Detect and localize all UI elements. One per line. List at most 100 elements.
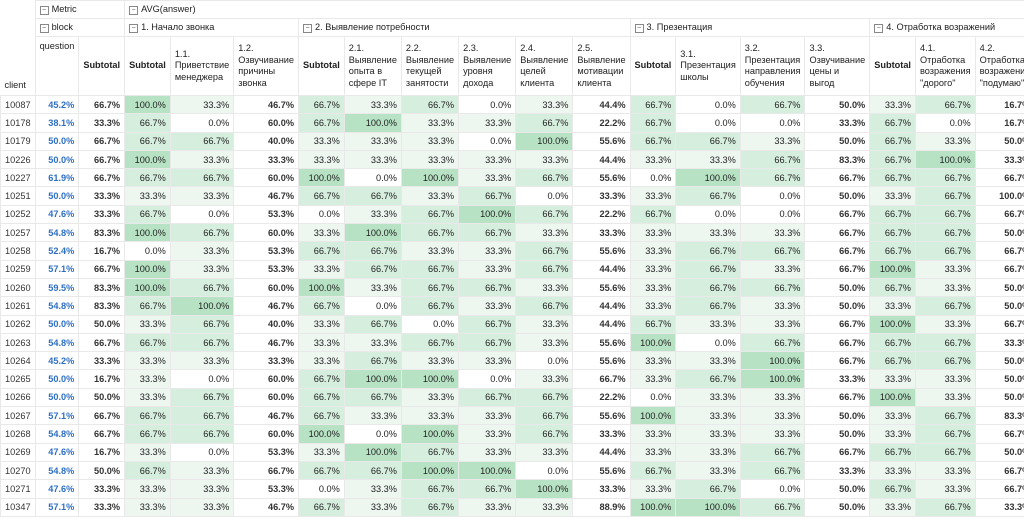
- table-row[interactable]: 10251 50.0% 33.3% 33.3% 33.3% 46.7% 66.7% 66.7%…: [0, 186, 1024, 206]
- table-row[interactable]: 10270 54.8% 50.0% 66.7% 33.3% 66.7% 66.7% 66.7%…: [0, 460, 1024, 481]
- table-row[interactable]: 10261 54.8% 83.3% 66.7% 100.0% 46.7% 66.7% 0.0%…: [0, 296, 1024, 316]
- client-id: 10265: [0, 369, 36, 389]
- value-cell: 66.7%: [869, 204, 916, 225]
- grand-subtotal-cell: 50.0%: [34, 369, 80, 389]
- value-cell: 100.0%: [124, 149, 171, 170]
- value-cell: 0.0%: [739, 113, 806, 133]
- value-cell: 33.3%: [739, 387, 806, 408]
- value-cell: 0.0%: [675, 113, 741, 133]
- block-subtotal-cell: 50.0%: [804, 94, 871, 115]
- client-id: 10266: [0, 387, 36, 408]
- block-subtotal-cell: 66.7%: [974, 314, 1024, 334]
- collapse-icon[interactable]: −: [303, 23, 313, 33]
- value-cell: 100.0%: [869, 387, 916, 408]
- value-cell: 0.0%: [629, 387, 677, 408]
- value-cell: 33.3%: [458, 497, 517, 517]
- value-cell: 0.0%: [675, 94, 741, 115]
- value-cell: 0.0%: [124, 241, 171, 261]
- table-row[interactable]: 10266 50.0% 50.0% 33.3% 66.7% 60.0% 66.7% 66.7%…: [0, 387, 1024, 408]
- table-row[interactable]: 10347 57.1% 33.3% 33.3% 33.3% 46.7% 66.7% 33.3%…: [0, 497, 1024, 517]
- block-subtotal-cell: 60.0%: [233, 387, 300, 408]
- value-cell: 100.0%: [343, 442, 402, 462]
- value-cell: 0.0%: [458, 131, 517, 151]
- value-cell: 33.3%: [124, 497, 171, 517]
- grand-subtotal-cell: 50.0%: [34, 131, 80, 151]
- value-cell: 33.3%: [914, 387, 976, 408]
- grand-subtotal-cell: 52.4%: [34, 241, 80, 261]
- collapse-icon[interactable]: −: [129, 5, 139, 15]
- collapse-icon[interactable]: −: [634, 23, 644, 33]
- client-id: 10179: [0, 131, 36, 151]
- value-cell: 33.3%: [869, 406, 916, 426]
- value-cell: 66.7%: [515, 241, 574, 261]
- table-row[interactable]: 10227 61.9% 66.7% 66.7% 66.7% 60.0% 100.0% 0.0%…: [0, 168, 1024, 188]
- block-subtotal-cell: 46.7%: [233, 497, 300, 517]
- grand-subtotal-cell: 47.6%: [34, 442, 80, 462]
- table-row[interactable]: 10263 54.8% 66.7% 66.7% 66.7% 46.7% 33.3% 33.3%…: [0, 332, 1024, 353]
- collapse-icon[interactable]: −: [39, 5, 49, 15]
- block-subtotal-cell: 33.3%: [233, 149, 300, 170]
- value-cell: 66.7%: [869, 442, 916, 462]
- metric-header[interactable]: − Metric: [34, 0, 126, 19]
- table-row[interactable]: 10269 47.6% 16.7% 33.3% 0.0% 53.3% 33.3% 100.0%…: [0, 442, 1024, 462]
- value-cell: 100.0%: [400, 168, 460, 188]
- block-subtotal-cell: 55.6%: [572, 168, 631, 188]
- table-row[interactable]: 10257 54.8% 83.3% 100.0% 66.7% 60.0% 33.3% 100.…: [0, 223, 1024, 243]
- block-header[interactable]: −3. Презентация: [629, 18, 871, 37]
- collapse-icon[interactable]: −: [129, 23, 139, 33]
- value-cell: 66.7%: [298, 460, 345, 481]
- value-cell: 33.3%: [458, 168, 517, 188]
- row-label-block[interactable]: − block: [34, 18, 126, 37]
- value-cell: 33.3%: [629, 149, 677, 170]
- block-header[interactable]: −4. Отработка возражений: [869, 18, 1024, 37]
- block-subtotal-cell: 33.3%: [974, 497, 1024, 517]
- table-row[interactable]: 10265 50.0% 16.7% 33.3% 0.0% 60.0% 66.7% 100.0%…: [0, 369, 1024, 389]
- block-subtotal-cell: 60.0%: [233, 424, 300, 444]
- block-subtotal-cell: 44.4%: [572, 94, 631, 115]
- block-subtotal-cell: 46.7%: [233, 296, 300, 316]
- table-row[interactable]: 10226 50.0% 66.7% 100.0% 33.3% 33.3% 33.3% 33.3…: [0, 149, 1024, 170]
- table-row[interactable]: 10267 57.1% 66.7% 66.7% 66.7% 46.7% 66.7% 33.3%…: [0, 406, 1024, 426]
- table-row[interactable]: 10271 47.6% 33.3% 33.3% 33.3% 53.3% 0.0% 33.3% 6…: [0, 479, 1024, 499]
- value-cell: 66.7%: [298, 296, 345, 316]
- value-cell: 0.0%: [343, 168, 402, 188]
- block-subtotal-cell: 33.3%: [78, 351, 126, 371]
- table-row[interactable]: 10264 45.2% 33.3% 33.3% 33.3% 33.3% 33.3% 66.7%…: [0, 351, 1024, 371]
- grand-subtotal-cell: 47.6%: [34, 204, 80, 225]
- table-row[interactable]: 10260 59.5% 83.3% 100.0% 66.7% 60.0% 100.0% 33.…: [0, 277, 1024, 298]
- table-row[interactable]: 10268 54.8% 66.7% 66.7% 66.7% 60.0% 100.0% 0.0%…: [0, 424, 1024, 444]
- value-cell: 33.3%: [458, 296, 517, 316]
- client-id: 10087: [0, 94, 36, 115]
- collapse-icon[interactable]: −: [874, 23, 884, 33]
- value-cell: 66.7%: [458, 314, 517, 334]
- client-id: 10251: [0, 186, 36, 206]
- value-cell: 33.3%: [675, 406, 741, 426]
- table-row[interactable]: 10252 47.6% 33.3% 66.7% 0.0% 53.3% 0.0% 33.3% 66…: [0, 204, 1024, 225]
- table-row[interactable]: 10179 50.0% 66.7% 66.7% 66.7% 40.0% 33.3% 33.3%…: [0, 131, 1024, 151]
- block-subtotal-cell: 22.2%: [572, 113, 631, 133]
- grand-subtotal-cell: 57.1%: [34, 497, 80, 517]
- value-cell: 0.0%: [739, 479, 806, 499]
- collapse-icon[interactable]: −: [39, 23, 49, 33]
- metric-value-header[interactable]: − AVG(answer): [124, 0, 1024, 19]
- value-cell: 100.0%: [515, 479, 574, 499]
- table-row[interactable]: 10087 45.2% 66.7% 100.0% 33.3% 46.7% 66.7% 33.3…: [0, 94, 1024, 115]
- value-cell: 33.3%: [343, 149, 402, 170]
- table-row[interactable]: 10258 52.4% 16.7% 0.0% 33.3% 53.3% 66.7% 66.7% 3…: [0, 241, 1024, 261]
- client-id: 10226: [0, 149, 36, 170]
- block-header[interactable]: −2. Выявление потребности: [298, 18, 631, 37]
- value-cell: 33.3%: [458, 442, 517, 462]
- table-row[interactable]: 10178 38.1% 33.3% 66.7% 0.0% 60.0% 66.7% 100.0%…: [0, 113, 1024, 133]
- table-row[interactable]: 10259 57.1% 66.7% 100.0% 33.3% 53.3% 33.3% 66.7…: [0, 259, 1024, 279]
- value-cell: 33.3%: [629, 223, 677, 243]
- value-cell: 33.3%: [400, 351, 460, 371]
- value-cell: 33.3%: [298, 332, 345, 353]
- block-subtotal-cell: 66.7%: [804, 332, 871, 353]
- value-cell: 33.3%: [169, 460, 235, 481]
- value-cell: 66.7%: [914, 442, 976, 462]
- block-header[interactable]: −1. Начало звонка: [124, 18, 300, 37]
- value-cell: 66.7%: [124, 406, 171, 426]
- table-row[interactable]: 10262 50.0% 50.0% 33.3% 66.7% 40.0% 33.3% 66.7%…: [0, 314, 1024, 334]
- value-cell: 100.0%: [343, 223, 402, 243]
- value-cell: 33.3%: [400, 241, 460, 261]
